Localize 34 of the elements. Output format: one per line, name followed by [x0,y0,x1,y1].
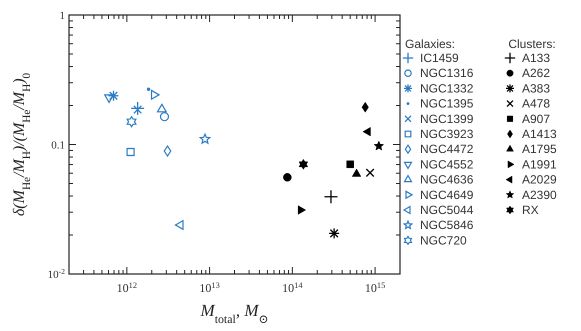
legend-label: NGC1332 [420,81,474,96]
text: Galaxies: [404,37,456,51]
legend-label: A133 [522,51,550,65]
x-axis-title: M$_{total}$, M$_{⊙}$ [200,301,268,326]
legend-label: A478 [522,96,550,111]
legend-label: IC1459 [420,51,460,65]
x-tick-label: 10$^{13}$ [199,280,220,295]
y-tick-label: 1 [60,10,65,22]
legend-label: A262 [522,66,550,80]
legend-label: NGC720 [420,233,468,248]
legend-label: NGC5846 [420,218,474,232]
legend-label: NGC4472 [420,142,474,156]
legend-label: NGC1316 [420,66,474,80]
x-tick-label: 10$^{14}$ [282,280,304,295]
legend-label: A1413 [522,127,558,141]
x-tick-label: 10$^{12}$ [116,280,138,295]
legend-label: A1991 [522,157,558,172]
text: Clusters: [508,37,556,51]
legend-label: NGC1399 [420,112,474,126]
legend-label: A383 [522,81,550,96]
legend-label: A2029 [522,172,558,187]
legend-label: NGC1395 [420,96,474,111]
legend-label: NGC4636 [420,172,474,187]
legend-label: A907 [522,112,550,126]
legend-label: RX [522,203,539,217]
y-tick-label: 0.1 [51,140,65,152]
legend-label: NGC5044 [420,203,474,217]
y-tick-label: 10$^{-2}$ [48,266,66,281]
legend-label: NGC4552 [420,157,474,172]
x-tick-label: 10$^{15}$ [364,280,386,295]
legend-label: NGC4649 [420,188,474,202]
legend-label: A2390 [522,188,558,202]
legend-label: NGC3923 [420,127,474,141]
legend-label: A1795 [522,142,558,156]
